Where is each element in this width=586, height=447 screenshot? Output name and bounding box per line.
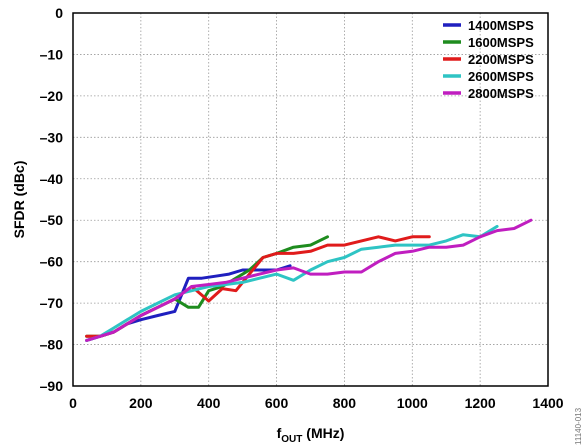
- x-tick-label: 0: [69, 395, 77, 411]
- x-tick-label: 1200: [465, 395, 496, 411]
- x-tick-label: 1400: [532, 395, 563, 411]
- x-tick-label: 800: [333, 395, 357, 411]
- x-tick-label: 1000: [397, 395, 428, 411]
- legend-label: 1400MSPS: [468, 18, 534, 33]
- x-axis-ticks: 0 200 400 600 800 1000 1200 1400: [69, 395, 564, 411]
- x-tick-label: 600: [265, 395, 289, 411]
- series-lines: [85, 218, 533, 342]
- y-tick-label: –80: [40, 337, 64, 353]
- series-line-2600msps: [85, 224, 499, 342]
- x-axis-title-subscript: OUT: [281, 434, 302, 445]
- legend-label: 1600MSPS: [468, 35, 534, 50]
- x-axis-title-unit: (MHz): [302, 425, 344, 441]
- legend-label: 2200MSPS: [468, 52, 534, 67]
- y-tick-label: –40: [40, 171, 64, 187]
- x-axis-title-symbol: f: [277, 425, 282, 441]
- y-tick-label: –70: [40, 295, 64, 311]
- figure-id: 11140-013: [574, 407, 583, 445]
- y-tick-label: –90: [40, 378, 64, 394]
- y-tick-label: 0: [55, 5, 63, 21]
- y-tick-label: –50: [40, 212, 64, 228]
- series-line-2800msps: [85, 218, 533, 342]
- y-tick-label: –30: [40, 129, 64, 145]
- y-axis-ticks: 0 –10 –20 –30 –40 –50 –60 –70 –80 –90: [40, 5, 64, 394]
- legend-label: 2600MSPS: [468, 69, 534, 84]
- plot-area-frame: [72, 12, 549, 387]
- y-tick-label: –10: [40, 46, 64, 62]
- x-tick-label: 400: [197, 395, 221, 411]
- y-axis-title: SFDR (dBc): [11, 161, 27, 239]
- legend: 1400MSPS 1600MSPS 2200MSPS 2600MSPS 2800MSPS: [443, 18, 534, 101]
- y-tick-label: –20: [40, 88, 64, 104]
- legend-label: 2800MSPS: [468, 86, 534, 101]
- x-axis-title: fOUT (MHz): [277, 425, 345, 445]
- y-tick-label: –60: [40, 254, 64, 270]
- x-tick-label: 200: [129, 395, 153, 411]
